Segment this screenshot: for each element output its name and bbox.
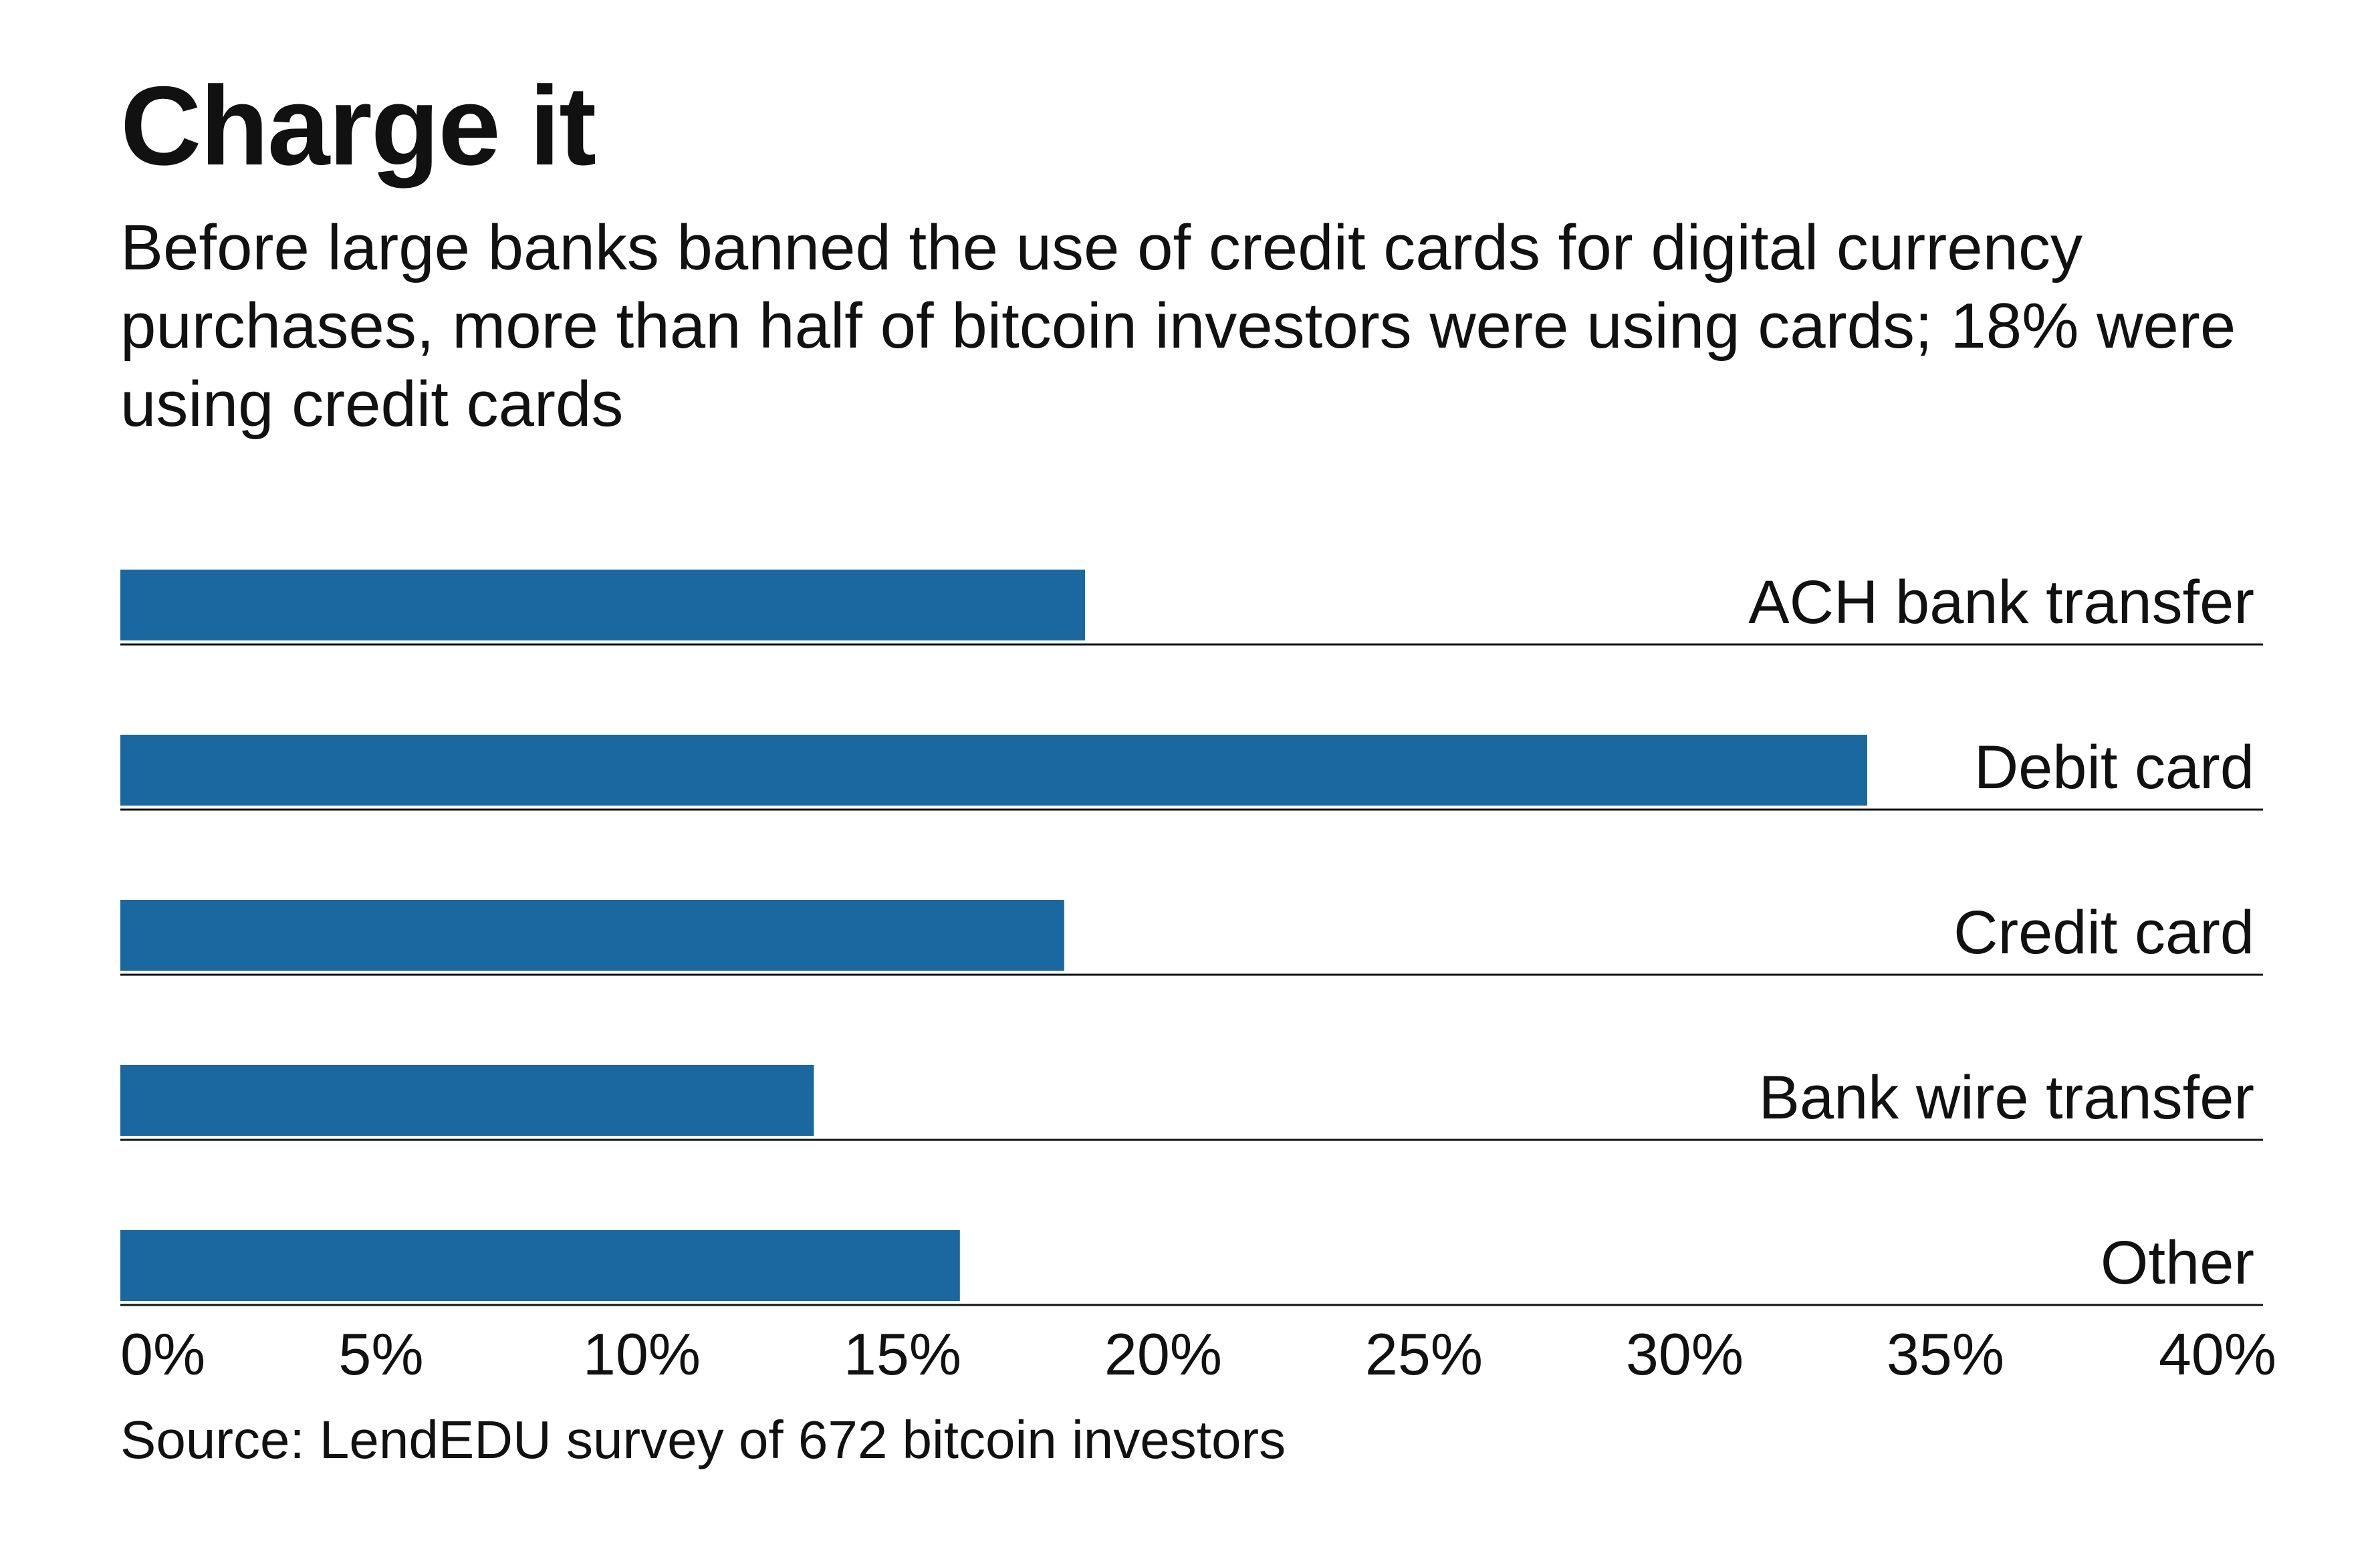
x-tick-label: 0% (120, 1321, 205, 1387)
bar-debit-card (120, 735, 1867, 806)
x-tick-label: 20% (1104, 1321, 1222, 1387)
chart-subtitle: Before large banks banned the use of cre… (120, 212, 2236, 440)
category-label: Bank wire transfer (1759, 1064, 2254, 1132)
chart-title: Charge it (120, 63, 596, 189)
category-label: Other (2101, 1229, 2254, 1297)
category-label: Debit card (1974, 733, 2254, 802)
x-tick-label: 15% (844, 1321, 961, 1387)
x-tick-label: 30% (1626, 1321, 1744, 1387)
bar-bank-wire-transfer (120, 1065, 814, 1136)
category-label: Credit card (1953, 899, 2254, 967)
source-note: Source: LendEDU survey of 672 bitcoin in… (120, 1410, 1286, 1469)
bar-credit-card (120, 900, 1064, 971)
bar-other (120, 1230, 960, 1301)
x-tick-label: 25% (1365, 1321, 1483, 1387)
x-tick-label: 35% (1887, 1321, 2004, 1387)
x-tick-label: 40% (2159, 1321, 2276, 1387)
x-tick-label: 5% (338, 1321, 423, 1387)
category-label: ACH bank transfer (1748, 568, 2254, 636)
x-tick-label: 10% (583, 1321, 701, 1387)
bar-ach-bank-transfer (120, 570, 1085, 640)
